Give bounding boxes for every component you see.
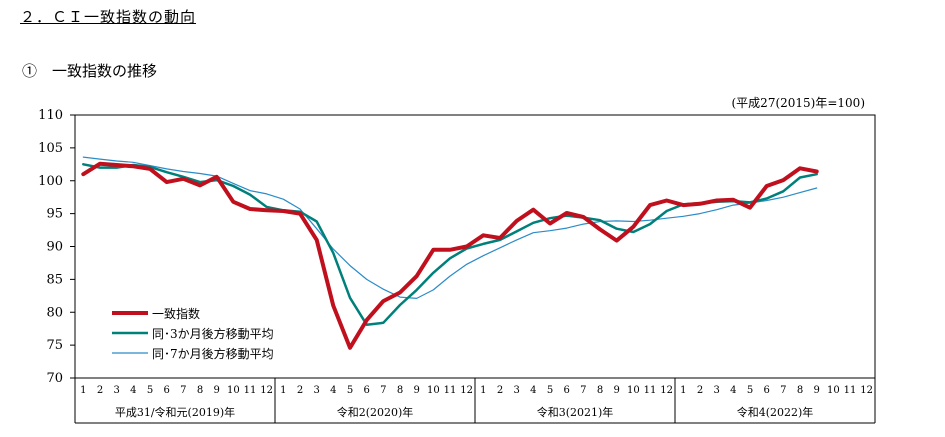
- month-tick-label: 12: [460, 385, 473, 396]
- month-tick-label: 7: [780, 385, 786, 396]
- month-tick-label: 1: [680, 385, 686, 396]
- month-tick-label: 1: [280, 385, 286, 396]
- month-tick-label: 2: [697, 385, 703, 396]
- month-tick-label: 10: [427, 385, 440, 396]
- year-group-label: 令和2(2020)年: [337, 405, 414, 419]
- month-tick-label: 9: [213, 385, 219, 396]
- month-tick-label: 11: [844, 385, 857, 396]
- month-tick-label: 4: [130, 385, 136, 396]
- month-tick-label: 4: [730, 385, 736, 396]
- month-tick-label: 6: [163, 385, 169, 396]
- year-group-label: 令和4(2022)年: [737, 405, 814, 419]
- year-group-label: 令和3(2021)年: [537, 405, 614, 419]
- month-tick-label: 10: [227, 385, 240, 396]
- month-tick-label: 12: [860, 385, 873, 396]
- month-tick-label: 12: [260, 385, 273, 396]
- month-tick-label: 8: [197, 385, 203, 396]
- month-tick-label: 9: [413, 385, 419, 396]
- month-tick-label: 8: [797, 385, 803, 396]
- month-tick-label: 2: [97, 385, 103, 396]
- legend-label: 同･7か月後方移動平均: [152, 346, 274, 361]
- month-tick-label: 2: [497, 385, 503, 396]
- y-tick-label: 105: [38, 141, 63, 156]
- month-tick-label: 11: [244, 385, 257, 396]
- month-tick-label: 7: [180, 385, 186, 396]
- chart-subtitle: ① 一致指数の推移: [22, 62, 158, 80]
- month-tick-label: 9: [813, 385, 819, 396]
- month-tick-label: 5: [547, 385, 553, 396]
- series-line-coincident-index: [81, 161, 819, 350]
- month-tick-label: 10: [627, 385, 640, 396]
- month-tick-label: 4: [530, 385, 536, 396]
- y-tick-label: 95: [46, 207, 63, 222]
- month-tick-label: 6: [563, 385, 569, 396]
- month-tick-label: 2: [297, 385, 303, 396]
- month-tick-label: 7: [380, 385, 386, 396]
- month-tick-label: 1: [80, 385, 86, 396]
- month-tick-label: 11: [444, 385, 457, 396]
- legend-label: 同･3か月後方移動平均: [152, 326, 274, 341]
- month-tick-label: 3: [113, 385, 119, 396]
- month-tick-label: 3: [313, 385, 319, 396]
- series-line-3m-moving-average: [82, 163, 818, 326]
- month-tick-label: 5: [747, 385, 753, 396]
- y-tick-label: 110: [38, 108, 63, 123]
- month-tick-label: 3: [513, 385, 519, 396]
- y-tick-label: 70: [46, 371, 63, 386]
- month-tick-label: 6: [363, 385, 369, 396]
- legend-label: 一致指数: [152, 306, 200, 321]
- month-tick-label: 5: [147, 385, 153, 396]
- month-tick-label: 3: [713, 385, 719, 396]
- section-title: ２．ＣＩ一致指数の動向: [20, 8, 197, 26]
- y-tick-label: 75: [46, 338, 63, 353]
- month-tick-label: 8: [597, 385, 603, 396]
- y-tick-label: 80: [46, 305, 63, 320]
- y-tick-label: 90: [46, 240, 63, 255]
- month-tick-label: 9: [613, 385, 619, 396]
- y-tick-label: 100: [38, 174, 63, 189]
- month-tick-label: 8: [397, 385, 403, 396]
- month-tick-label: 10: [827, 385, 840, 396]
- month-tick-label: 11: [644, 385, 657, 396]
- month-tick-label: 7: [580, 385, 586, 396]
- month-tick-label: 1: [480, 385, 486, 396]
- month-tick-label: 4: [330, 385, 336, 396]
- year-group-label: 平成31/令和元(2019)年: [115, 405, 235, 419]
- month-tick-label: 5: [347, 385, 353, 396]
- y-tick-label: 85: [46, 272, 63, 287]
- month-tick-label: 6: [763, 385, 769, 396]
- series-line-7m-moving-average: [82, 156, 818, 299]
- unit-note: (平成27(2015)年=100): [731, 96, 866, 110]
- month-tick-label: 12: [660, 385, 673, 396]
